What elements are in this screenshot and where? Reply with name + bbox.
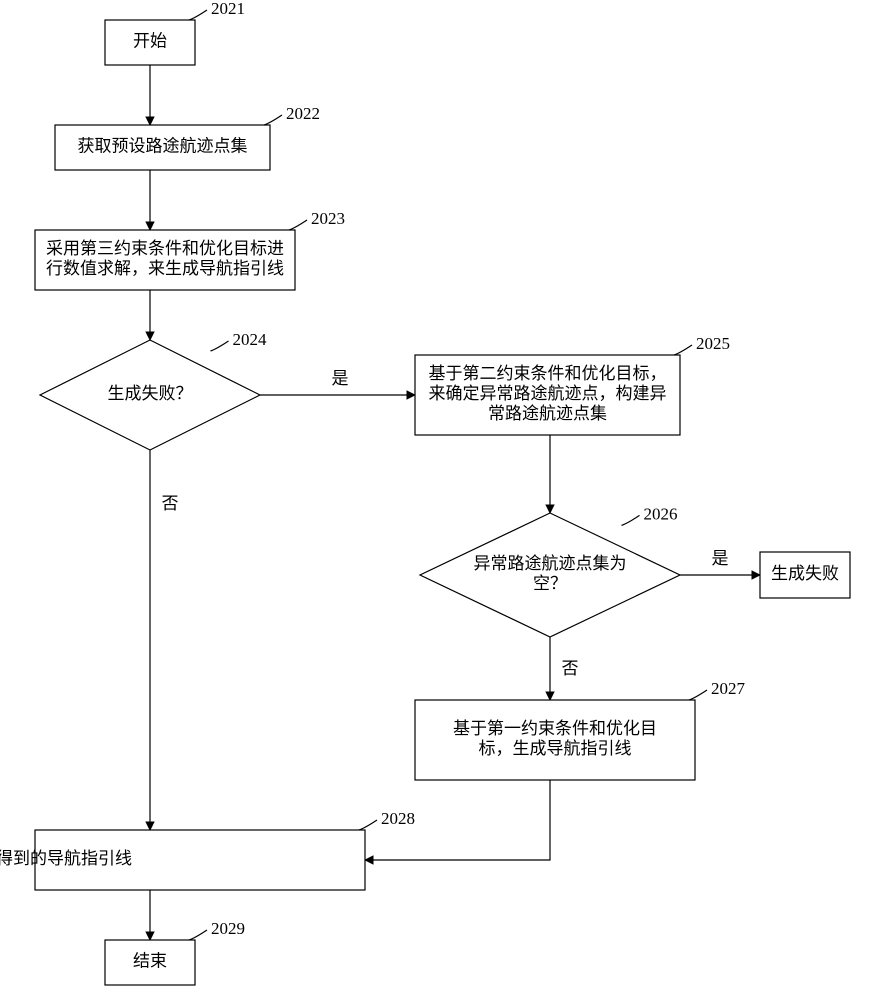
callout-n2028: 2028 (381, 809, 415, 828)
callout-hook-n2021 (189, 10, 207, 20)
callout-n2021: 2021 (211, 0, 245, 18)
edge-label-n2024-n2025: 是 (332, 369, 349, 388)
node-n2025-label-line-0: 基于第二约束条件和优化目标， (429, 364, 667, 383)
node-n2026: 异常路途航迹点集为空？ 2026 (420, 504, 680, 637)
callout-hook-n2023 (289, 220, 307, 230)
callout-hook-n2029 (189, 930, 207, 940)
node-n2028: 输出得到的导航指引线 2028 (0, 809, 415, 890)
node-n2026-label-line-0: 异常路途航迹点集为 (474, 554, 627, 573)
node-n2021-label-line-0: 开始 (133, 31, 167, 50)
node-n2027-label-line-0: 基于第一约束条件和优化目 (453, 719, 657, 738)
node-n2023: 采用第三约束条件和优化目标进行数值求解，来生成导航指引线 2023 (35, 209, 345, 290)
node-n2023-label-line-1: 行数值求解，来生成导航指引线 (46, 259, 284, 278)
node-n2024-label-line-0: 生成失败？ (108, 384, 193, 403)
callout-hook-n2024 (211, 341, 229, 351)
node-n2027-label-line-1: 标，生成导航指引线 (479, 739, 632, 758)
callout-n2024: 2024 (233, 330, 268, 349)
node-n2021: 开始 2021 (105, 0, 245, 65)
callout-hook-n2027 (689, 690, 707, 700)
edge-label-n2026-nFail: 是 (712, 549, 729, 568)
node-n2022: 获取预设路途航迹点集 2022 (55, 104, 320, 170)
node-n2022-label-line-0: 获取预设路途航迹点集 (78, 136, 248, 155)
callout-hook-n2026 (622, 515, 640, 525)
callout-n2027: 2027 (711, 679, 746, 698)
node-n2024: 生成失败？ 2024 (40, 330, 267, 450)
edge-label-n2024-n2028: 否 (162, 494, 179, 513)
callout-n2022: 2022 (286, 104, 320, 123)
node-n2027: 基于第一约束条件和优化目标，生成导航指引线 2027 (415, 679, 746, 780)
node-n2028-label-line-0: 输出得到的导航指引线 (0, 849, 132, 868)
node-n2025: 基于第二约束条件和优化目标，来确定异常路途航迹点，构建异常路途航迹点集 2025 (415, 334, 730, 435)
node-n2026-label-line-1: 空？ (533, 574, 567, 593)
node-nFail-label-line-0: 生成失败 (771, 564, 839, 583)
node-n2029: 结束 2029 (105, 919, 245, 985)
callout-hook-n2025 (674, 345, 692, 355)
node-n2023-label-line-0: 采用第三约束条件和优化目标进 (46, 239, 284, 258)
node-n2025-label-line-2: 常路途航迹点集 (488, 404, 607, 423)
callout-n2026: 2026 (644, 504, 678, 523)
node-nFail: 生成失败 (760, 552, 850, 598)
callout-n2025: 2025 (696, 334, 730, 353)
node-n2029-label-line-0: 结束 (133, 951, 167, 970)
callout-hook-n2022 (264, 115, 282, 125)
callout-n2029: 2029 (211, 919, 245, 938)
edge-label-n2026-n2027: 否 (562, 659, 579, 678)
callout-hook-n2028 (359, 820, 377, 830)
callout-n2023: 2023 (311, 209, 345, 228)
node-n2025-label-line-1: 来确定异常路途航迹点，构建异 (429, 384, 667, 403)
